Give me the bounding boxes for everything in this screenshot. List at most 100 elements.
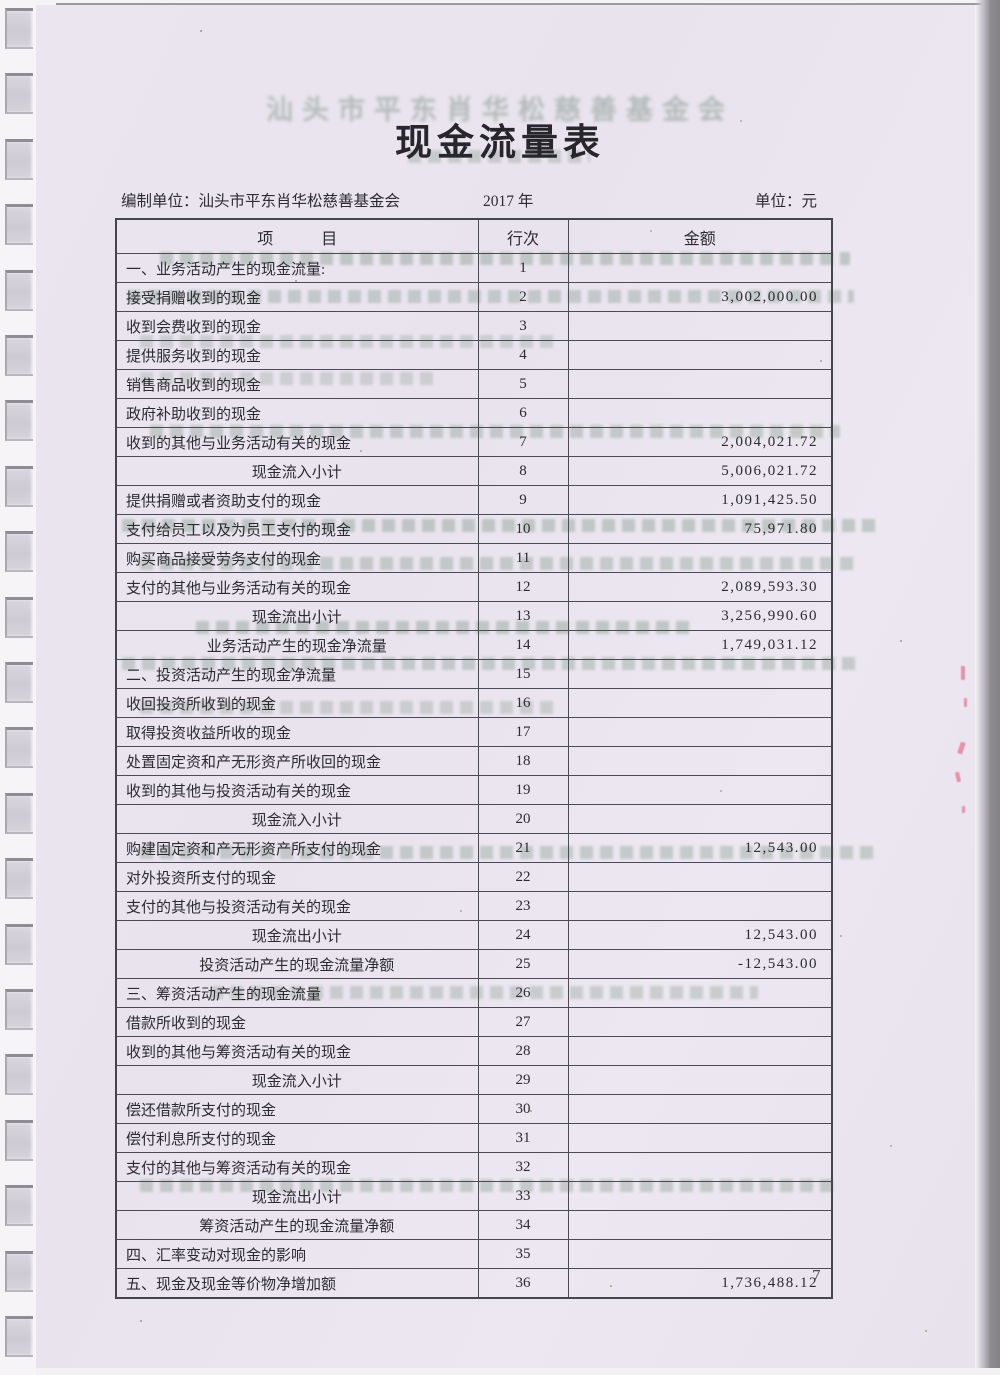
red-mark xyxy=(964,698,967,707)
line-number-cell: 32 xyxy=(477,1152,569,1182)
item-cell: 收到的其他与投资活动有关的现金 xyxy=(115,775,479,805)
item-cell: 提供服务收到的现金 xyxy=(115,340,479,370)
item-cell: 对外投资所支付的现金 xyxy=(115,862,479,892)
amount-cell xyxy=(567,804,833,834)
unit-label: 单位：元 xyxy=(755,193,818,210)
item-cell: 四、汇率变动对现金的影响 xyxy=(115,1239,479,1269)
item-cell: 销售商品收到的现金 xyxy=(115,369,479,399)
header-amount: 金额 xyxy=(567,218,833,254)
amount-cell: 5,006,021.72 xyxy=(567,456,833,486)
amount-cell xyxy=(567,1152,833,1182)
line-number-cell: 16 xyxy=(477,688,569,718)
report-year: 2017 年 xyxy=(483,193,534,210)
table-row: 对外投资所支付的现金 22 xyxy=(115,862,833,892)
item-cell: 偿付利息所支付的现金 xyxy=(115,1123,479,1153)
page-number: 7 xyxy=(812,1266,821,1285)
amount-cell: 12,543.00 xyxy=(567,833,833,863)
table-row: 收到的其他与业务活动有关的现金 7 2,004,021.72 xyxy=(115,427,833,457)
amount-cell: 3,256,990.60 xyxy=(567,601,833,631)
table-row: 投资活动产生的现金流量净额 25 -12,543.00 xyxy=(115,949,833,979)
line-number-cell: 27 xyxy=(477,1007,569,1037)
bleed-through-title: 汕头市平东肖华松慈善基金会 xyxy=(266,95,734,125)
amount-cell xyxy=(567,369,833,399)
binding-strip xyxy=(0,0,36,1375)
line-number-cell: 7 xyxy=(477,427,569,457)
item-cell: 购建固定资和产无形资产所支付的现金 xyxy=(115,833,479,863)
binding-hole xyxy=(5,465,33,507)
table-row: 收到的其他与筹资活动有关的现金 28 xyxy=(115,1036,833,1066)
amount-cell xyxy=(567,543,833,573)
prepared-by: 编制单位：汕头市平东肖华松慈善基金会 xyxy=(121,193,401,210)
amount-cell: 1,736,488.12 xyxy=(567,1268,833,1299)
amount-cell xyxy=(567,1094,833,1124)
header-item: 项 目 xyxy=(115,218,479,254)
table-row: 现金流出小计 24 12,543.00 xyxy=(115,920,833,950)
line-number-cell: 35 xyxy=(477,1239,569,1269)
binding-hole xyxy=(5,1316,33,1357)
line-number-cell: 15 xyxy=(477,659,569,689)
red-mark xyxy=(961,666,965,680)
line-number-cell: 36 xyxy=(477,1268,569,1299)
table-row: 偿还借款所支付的现金 30 xyxy=(115,1094,833,1124)
line-number-cell: 24 xyxy=(477,920,569,950)
line-number-cell: 6 xyxy=(477,398,569,428)
line-number-cell: 2 xyxy=(477,282,569,312)
item-cell: 处置固定资和产无形资产所收回的现金 xyxy=(115,746,479,776)
binding-hole xyxy=(5,204,33,246)
table-row: 一、业务活动产生的现金流量: 1 xyxy=(115,253,833,283)
amount-cell xyxy=(567,311,833,341)
line-number-cell: 3 xyxy=(477,311,569,341)
item-cell: 接受捐赠收到的现金 xyxy=(115,282,479,312)
item-cell: 三、筹资活动产生的现金流量 xyxy=(115,978,479,1008)
table-header-row: 项 目 行次 金额 xyxy=(115,218,833,254)
amount-cell xyxy=(567,891,833,921)
page-bottom-edge xyxy=(0,1368,1000,1375)
amount-cell: 1,091,425.50 xyxy=(567,485,833,515)
amount-cell xyxy=(567,717,833,747)
line-number-cell: 19 xyxy=(477,775,569,805)
table-row: 偿付利息所支付的现金 31 xyxy=(115,1123,833,1153)
binding-hole xyxy=(5,858,33,900)
line-number-cell: 30 xyxy=(477,1094,569,1124)
amount-cell xyxy=(567,1007,833,1037)
page-top-edge xyxy=(56,3,1000,5)
item-cell: 支付的其他与筹资活动有关的现金 xyxy=(115,1152,479,1182)
line-number-cell: 4 xyxy=(477,340,569,370)
table-row: 销售商品收到的现金 5 xyxy=(115,369,833,399)
bleed-artifact xyxy=(408,150,590,163)
amount-cell xyxy=(567,1239,833,1269)
table-row: 支付给员工以及为员工支付的现金 10 75,971.80 xyxy=(115,514,833,544)
binding-hole xyxy=(5,138,33,180)
amount-cell: 1,749,031.12 xyxy=(567,630,833,660)
line-number-cell: 10 xyxy=(477,514,569,544)
table-row: 筹资活动产生的现金流量净额 34 xyxy=(115,1210,833,1240)
amount-cell xyxy=(567,862,833,892)
table-row: 业务活动产生的现金净流量 14 1,749,031.12 xyxy=(115,630,833,660)
red-mark xyxy=(962,806,965,813)
item-cell: 现金流出小计 xyxy=(115,601,479,631)
amount-cell xyxy=(567,1065,833,1095)
line-number-cell: 33 xyxy=(477,1181,569,1211)
item-cell: 收到的其他与筹资活动有关的现金 xyxy=(115,1036,479,1066)
table-row: 三、筹资活动产生的现金流量 26 xyxy=(115,978,833,1008)
table-row: 五、现金及现金等价物净增加额 36 1,736,488.12 xyxy=(115,1268,833,1299)
item-cell: 投资活动产生的现金流量净额 xyxy=(115,949,479,979)
binding-hole xyxy=(5,923,33,965)
amount-cell xyxy=(567,775,833,805)
amount-cell: -12,543.00 xyxy=(567,949,833,979)
table-row: 现金流出小计 33 xyxy=(115,1181,833,1211)
page-title: 现金流量表 xyxy=(395,123,605,164)
line-number-cell: 29 xyxy=(477,1065,569,1095)
line-number-cell: 31 xyxy=(477,1123,569,1153)
item-cell: 一、业务活动产生的现金流量: xyxy=(115,253,479,283)
amount-cell xyxy=(567,1210,833,1240)
amount-cell xyxy=(567,1123,833,1153)
table-row: 取得投资收益所收的现金 17 xyxy=(115,717,833,747)
binding-hole xyxy=(5,269,33,311)
line-number-cell: 9 xyxy=(477,485,569,515)
table-row: 收到会费收到的现金 3 xyxy=(115,311,833,341)
table-row: 收回投资所收到的现金 16 xyxy=(115,688,833,718)
item-cell: 偿还借款所支付的现金 xyxy=(115,1094,479,1124)
item-cell: 二、投资活动产生的现金净流量 xyxy=(115,659,479,689)
